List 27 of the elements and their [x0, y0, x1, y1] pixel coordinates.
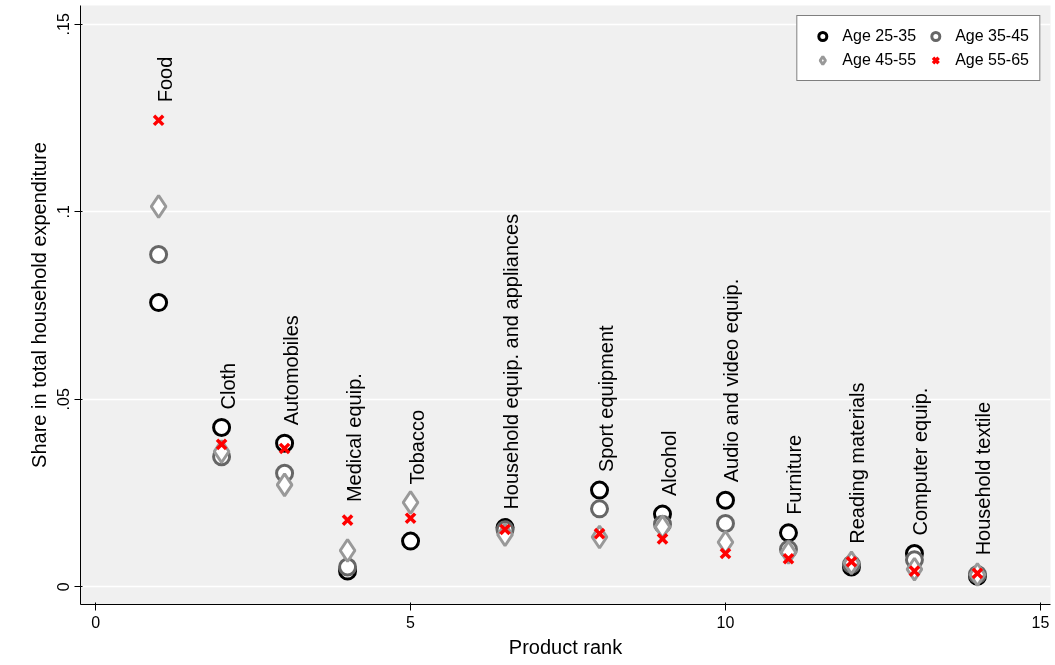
annotation: Reading materials: [846, 382, 869, 544]
x-tick-label: 10: [716, 613, 735, 631]
legend-label: Age 25-35: [842, 27, 917, 45]
annotation: Food: [153, 56, 176, 103]
x-tick-label: 0: [91, 613, 101, 631]
legend-label: Age 45-55: [842, 51, 917, 69]
annotation: Computer equip.: [909, 387, 932, 536]
annotation: Furniture: [783, 434, 806, 515]
annotation: Audio and video equip.: [720, 278, 743, 483]
x-tick-label: 15: [1031, 613, 1050, 631]
annotation: Alcohol: [657, 430, 680, 497]
annotation: Household equip. and appliances: [500, 213, 523, 510]
annotation: Cloth: [216, 362, 239, 410]
x-tick-label: 5: [406, 613, 416, 631]
annotation: Medical equip.: [342, 373, 365, 503]
legend-label: Age 35-45: [955, 27, 1029, 45]
annotation: Household textile: [972, 401, 995, 556]
y-tick-label: .05: [55, 388, 73, 411]
y-tick-label: .15: [55, 13, 73, 36]
annotation: Tobacco: [405, 409, 428, 485]
x-axis-title: Product rank: [508, 635, 624, 658]
y-tick-label: 0: [55, 582, 73, 592]
annotation: Automobiles: [279, 315, 302, 426]
y-axis-title: Share in total household expenditure: [27, 142, 50, 468]
legend-label: Age 55-65: [955, 51, 1029, 69]
annotation: Sport equipment: [594, 324, 617, 473]
y-tick-label: .1: [55, 205, 73, 219]
